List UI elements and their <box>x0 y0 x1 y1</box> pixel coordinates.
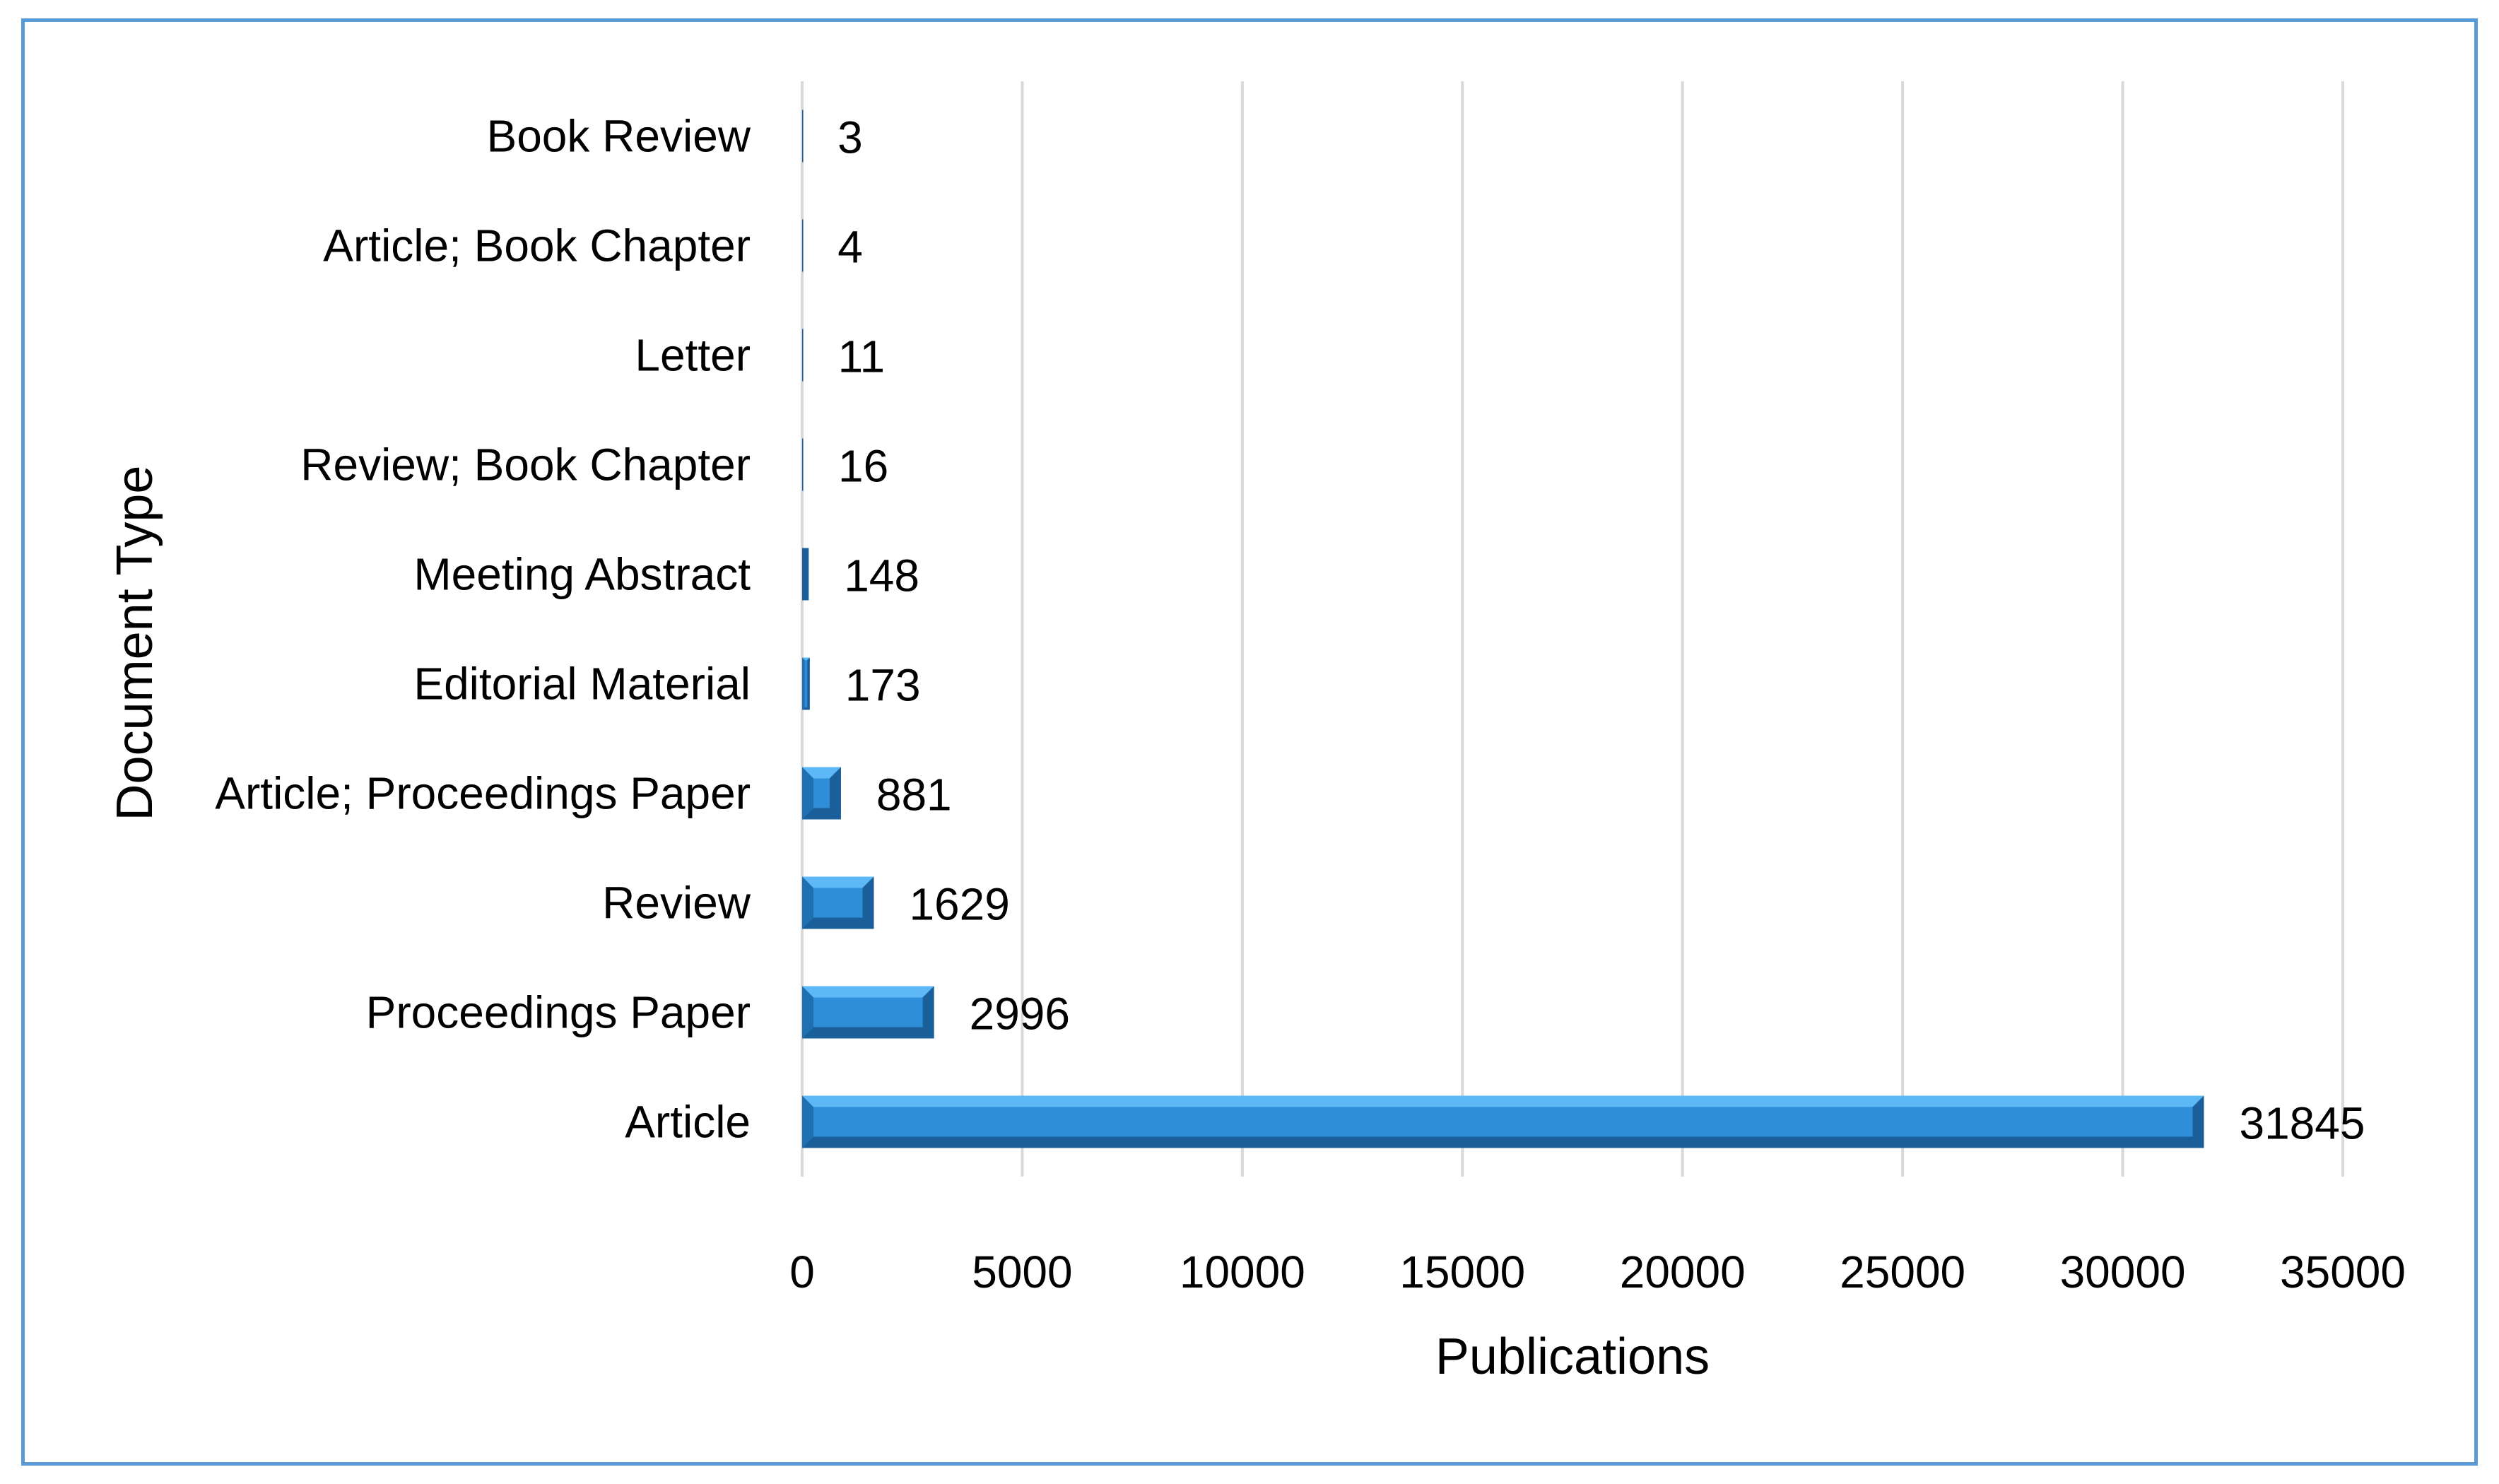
data-label: 16 <box>838 441 888 492</box>
bars <box>802 110 2204 1148</box>
data-label: 11 <box>838 331 885 382</box>
bar <box>802 329 804 382</box>
category-labels: Book Review Article; Book Chapter Letter Re… <box>215 111 751 1148</box>
bar <box>802 876 874 929</box>
data-label: 1629 <box>909 879 1009 930</box>
category-label: Proceedings Paper <box>366 987 751 1038</box>
category-label: Article; Proceedings Paper <box>215 768 751 819</box>
y-axis-title: Document Type <box>107 466 163 821</box>
x-axis-title: Publications <box>1435 1329 1710 1385</box>
data-labels: 3 4 11 16 148 173 881 1629 2996 31845 <box>837 112 2365 1149</box>
data-label: 4 <box>837 222 863 273</box>
category-label: Article; Book Chapter <box>323 220 751 271</box>
chart-frame <box>21 18 2478 1466</box>
x-tick-label: 30000 <box>2060 1247 2186 1297</box>
category-label: Editorial Material <box>413 659 751 709</box>
x-tick-label: 35000 <box>2280 1247 2406 1297</box>
category-label: Letter <box>635 330 751 381</box>
data-label: 31845 <box>2239 1098 2365 1149</box>
data-label: 148 <box>844 550 919 601</box>
category-label: Review; Book Chapter <box>300 440 751 490</box>
bar <box>802 438 804 491</box>
data-label: 881 <box>876 770 952 820</box>
category-label: Book Review <box>487 111 751 162</box>
bar <box>802 219 804 272</box>
bar <box>802 110 804 163</box>
category-label: Article <box>625 1097 751 1148</box>
x-tick-label: 15000 <box>1399 1247 1525 1297</box>
category-label: Meeting Abstract <box>413 549 751 600</box>
data-label: 2996 <box>970 989 1070 1040</box>
data-label: 173 <box>845 660 921 711</box>
x-tick-label: 10000 <box>1180 1247 1305 1297</box>
bar <box>802 1095 2204 1148</box>
bar <box>802 986 934 1039</box>
x-tick-label: 25000 <box>1840 1247 1965 1297</box>
category-label: Review <box>602 878 751 929</box>
bar <box>802 767 841 820</box>
bar <box>802 548 809 601</box>
x-tick-label: 20000 <box>1620 1247 1746 1297</box>
data-label: 3 <box>837 112 863 163</box>
x-tick-label: 0 <box>789 1247 815 1297</box>
bar <box>802 657 810 710</box>
x-tick-label: 5000 <box>972 1247 1072 1297</box>
x-tick-labels: 0 5000 10000 15000 20000 25000 30000 35000 <box>789 1247 2406 1297</box>
